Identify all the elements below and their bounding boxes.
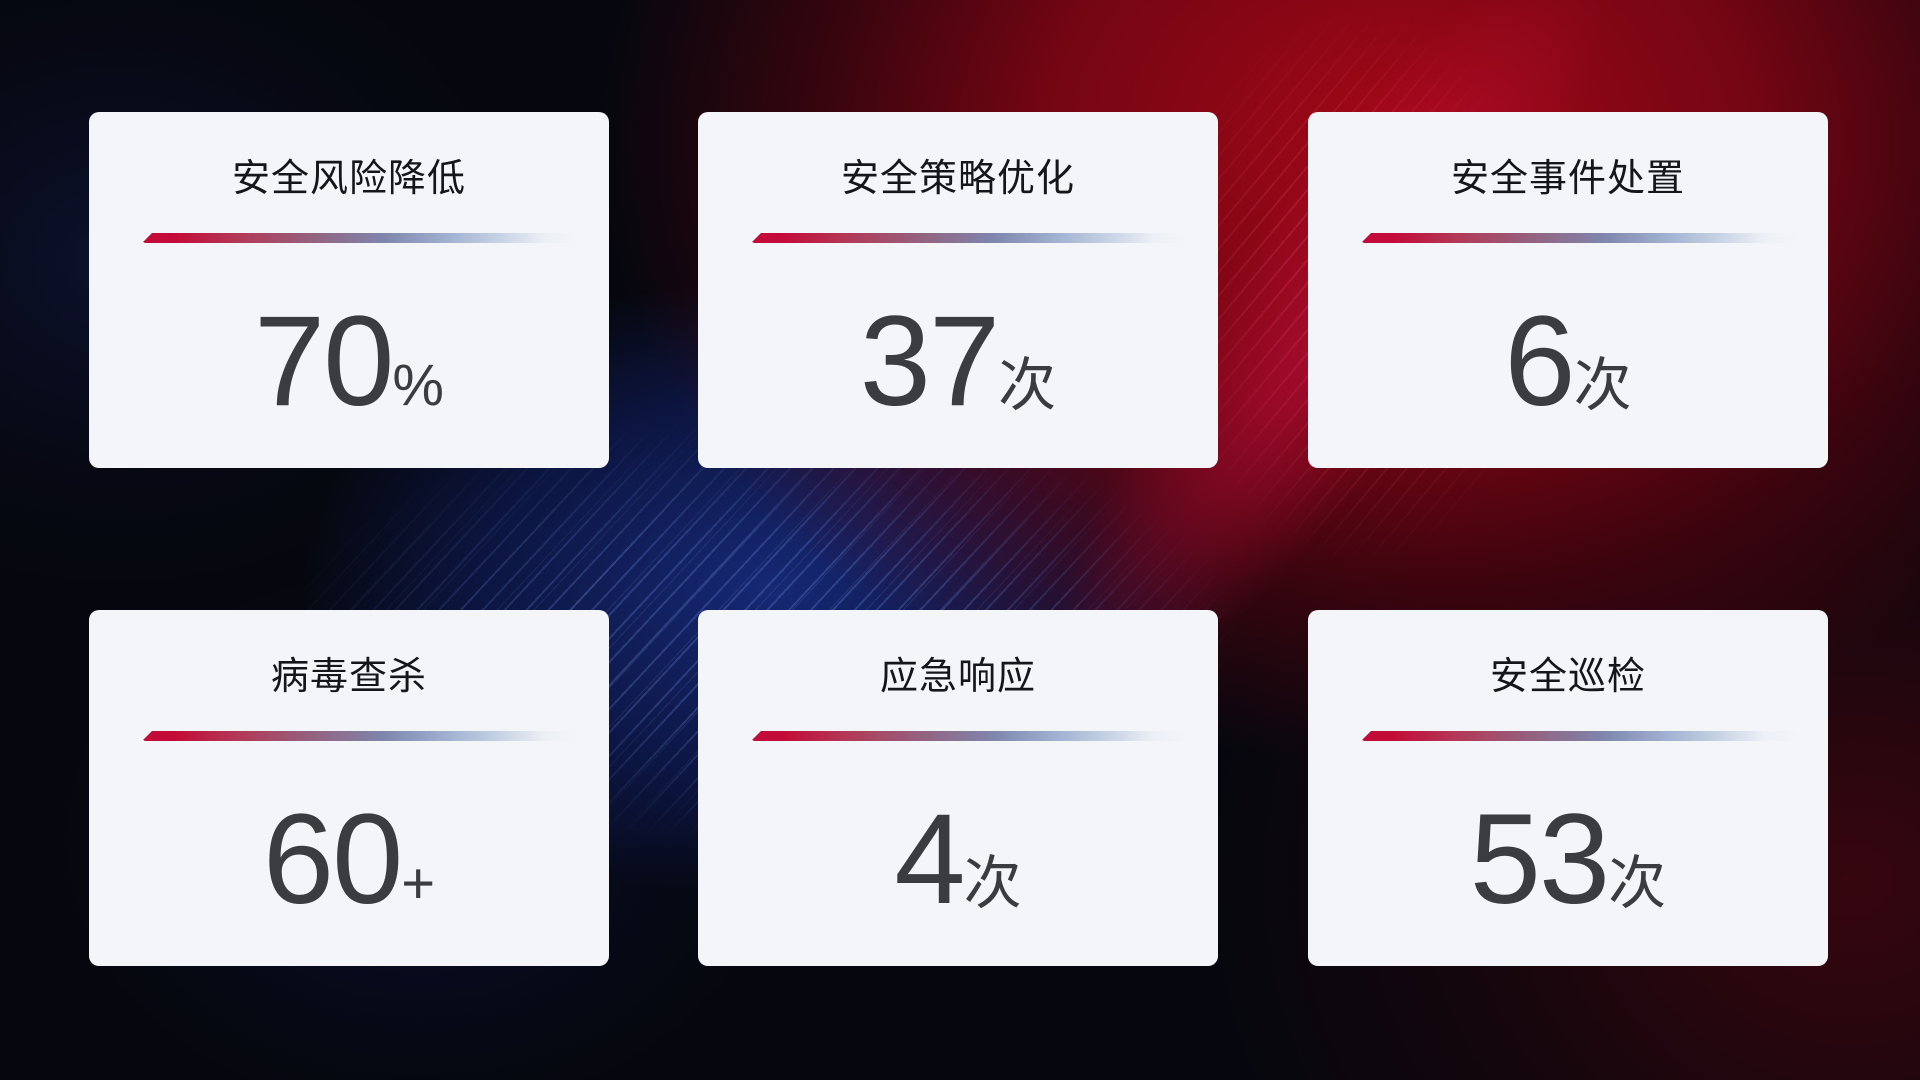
stat-card-title: 安全风险降低 [231, 158, 466, 200]
stat-value-number: 4 [894, 788, 965, 931]
accent-divider-bar [1361, 731, 1808, 741]
stat-value-number: 70 [254, 290, 394, 433]
stat-card-title: 安全策略优化 [840, 158, 1075, 200]
stat-card-risk-reduction: 安全风险降低 70% [89, 112, 609, 468]
stat-card-title: 病毒查杀 [270, 656, 427, 698]
stat-value-number: 6 [1504, 290, 1575, 433]
stat-card-value: 60+ [89, 796, 609, 924]
stat-card-title: 应急响应 [879, 656, 1036, 698]
stat-card-value: 53次 [1308, 796, 1828, 924]
stat-card-policy-optimization: 安全策略优化 37次 [698, 112, 1218, 468]
stat-value-unit: 次 [1608, 851, 1667, 916]
accent-divider-bar [1361, 233, 1808, 243]
stat-card-incident-handling: 安全事件处置 6次 [1308, 112, 1828, 468]
stat-card-value: 70% [89, 298, 609, 426]
stat-value-unit: 次 [963, 851, 1022, 916]
stat-card-value: 4次 [698, 796, 1218, 924]
stat-value-number: 60 [262, 788, 403, 931]
stat-value-unit: + [401, 851, 436, 916]
stat-card-value: 6次 [1308, 298, 1828, 426]
stat-card-emergency-response: 应急响应 4次 [698, 610, 1218, 966]
stat-card-title: 安全巡检 [1489, 656, 1646, 698]
accent-divider-bar [751, 233, 1198, 243]
stat-value-unit: % [392, 353, 444, 418]
stat-card-virus-scan: 病毒查杀 60+ [89, 610, 609, 966]
stat-card-title: 安全事件处置 [1450, 158, 1685, 200]
stat-value-number: 37 [859, 290, 1000, 433]
stat-value-number: 53 [1469, 788, 1610, 931]
stat-value-unit: 次 [1573, 353, 1632, 418]
accent-divider-bar [751, 731, 1198, 741]
accent-divider-bar [142, 233, 589, 243]
stat-value-unit: 次 [998, 353, 1057, 418]
stat-card-value: 37次 [698, 298, 1218, 426]
stat-card-security-inspection: 安全巡检 53次 [1308, 610, 1828, 966]
accent-divider-bar [142, 731, 589, 741]
